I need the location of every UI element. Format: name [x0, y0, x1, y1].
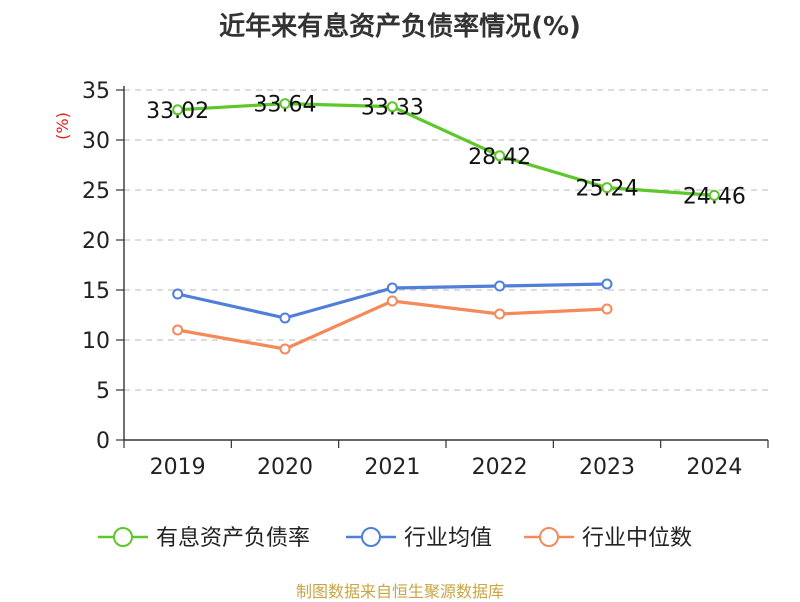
data-point [279, 98, 291, 110]
data-label: 28.42 [468, 145, 531, 170]
y-tick-label: 15 [82, 279, 110, 304]
data-point [172, 288, 184, 300]
data-point [708, 189, 720, 201]
chart-title: 近年来有息资产负债率情况(%) [219, 12, 581, 42]
legend-label: 有息资产负债率 [156, 526, 310, 551]
data-point [601, 182, 613, 194]
data-label: 33.33 [361, 96, 424, 121]
data-point [494, 150, 506, 162]
y-tick-label: 35 [82, 79, 110, 104]
data-point [494, 280, 506, 292]
x-tick-label: 2019 [150, 455, 206, 480]
legend-label: 行业中位数 [582, 526, 692, 551]
data-point [279, 312, 291, 324]
y-tick-label: 10 [82, 329, 110, 354]
y-tick-label: 20 [82, 229, 110, 254]
data-point [386, 101, 398, 113]
data-point [601, 278, 613, 290]
data-point [279, 343, 291, 355]
data-point [172, 324, 184, 336]
y-tick-label: 30 [82, 129, 110, 154]
data-label: 33.02 [146, 99, 209, 124]
legend-swatch-marker [113, 527, 133, 547]
y-tick-label: 5 [96, 379, 110, 404]
x-tick-label: 2023 [579, 455, 635, 480]
legend-label: 行业均值 [404, 526, 492, 551]
data-label: 25.24 [576, 177, 639, 202]
data-point [386, 282, 398, 294]
legend-swatch-marker [361, 527, 381, 547]
x-tick-label: 2022 [472, 455, 528, 480]
legend-swatch-marker [539, 527, 559, 547]
series-line-0 [177, 101, 715, 197]
data-point [172, 104, 184, 116]
source-note: 制图数据来自恒生聚源数据库 [295, 582, 504, 601]
data-point [494, 308, 506, 320]
data-label: 24.46 [683, 184, 746, 209]
y-tick-label: 25 [82, 179, 110, 204]
y-axis-label: (%) [53, 112, 72, 140]
data-point [601, 303, 613, 315]
data-point [386, 295, 398, 307]
x-tick-label: 2020 [257, 455, 313, 480]
data-label: 33.64 [254, 93, 317, 118]
x-tick-label: 2024 [686, 455, 742, 480]
y-tick-label: 0 [96, 429, 110, 454]
x-tick-label: 2021 [364, 455, 420, 480]
